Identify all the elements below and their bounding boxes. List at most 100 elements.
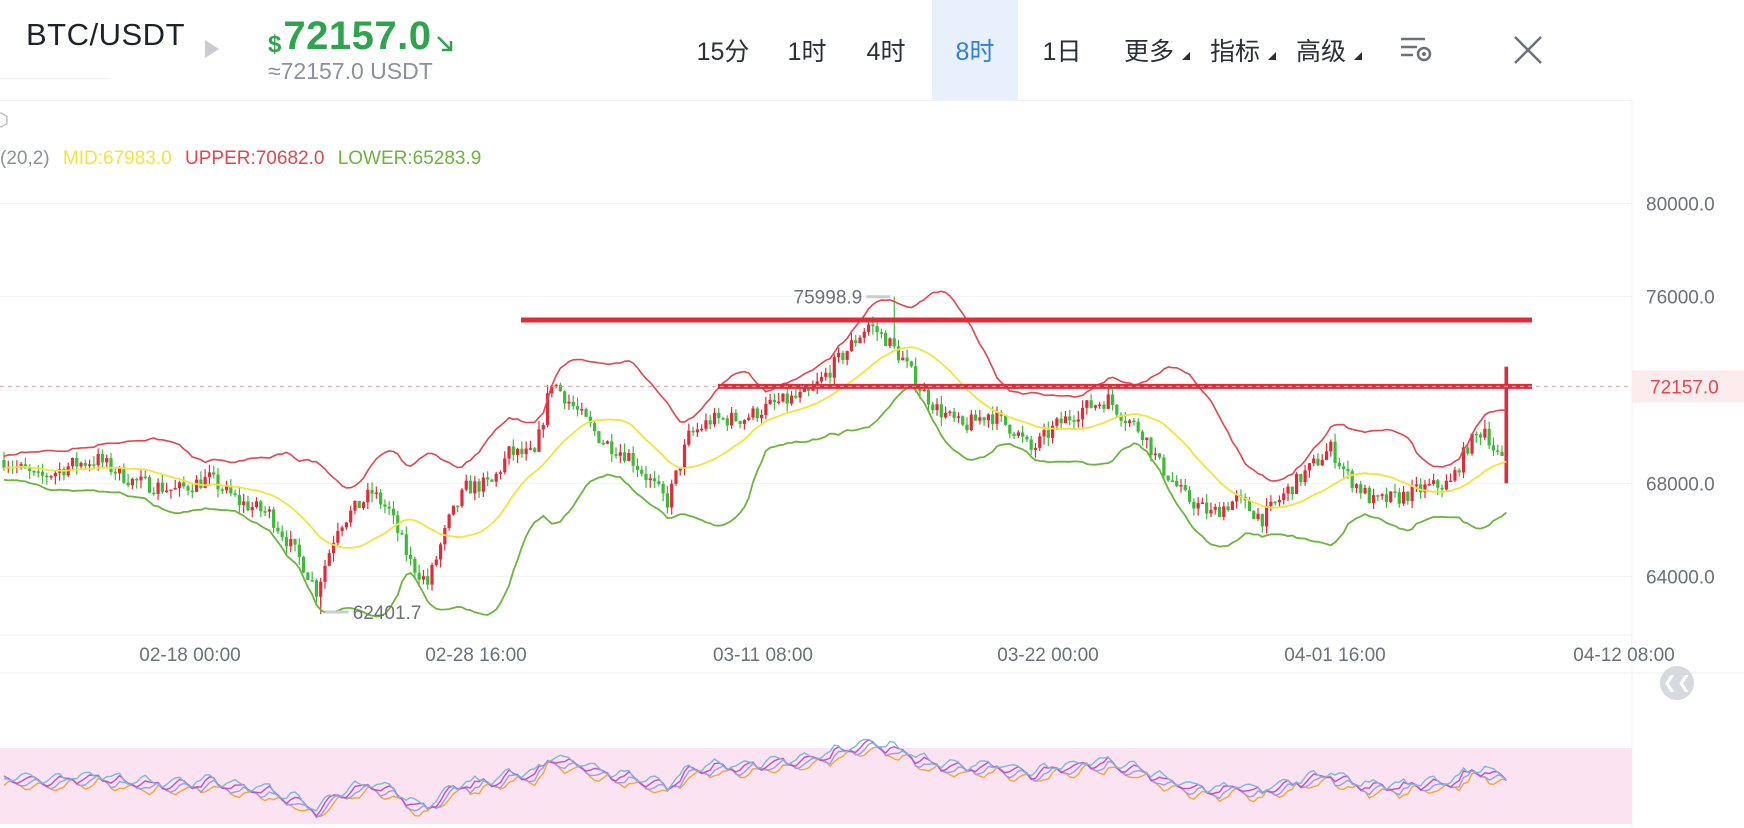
candle — [1149, 437, 1153, 456]
candle — [704, 420, 708, 429]
candle — [6, 467, 10, 469]
candle — [451, 505, 455, 515]
candle — [1294, 473, 1299, 494]
oscillator-line — [3, 738, 1507, 812]
candle — [661, 483, 665, 494]
bb-mid-line — [3, 346, 1507, 549]
candle — [1256, 513, 1260, 519]
caret-icon — [1268, 52, 1276, 60]
trading-pair[interactable]: BTC/USDT — [26, 17, 185, 52]
candle — [841, 352, 845, 360]
chart-header: BTC/USDT $ 72157.0 ≈72157.0 USDT 15分 1时 … — [0, 0, 1744, 100]
candle — [233, 493, 237, 495]
tab-15m[interactable]: 15分 — [696, 38, 750, 66]
candle — [276, 527, 280, 532]
candle — [122, 466, 126, 483]
candle — [1303, 470, 1307, 483]
candle — [477, 481, 481, 492]
candle — [956, 416, 961, 418]
candle — [430, 564, 434, 585]
x-tick-label: 04-12 08:00 — [1573, 645, 1674, 666]
candle — [297, 544, 301, 557]
candle — [1055, 418, 1059, 426]
pair-divider — [0, 78, 110, 79]
candle — [32, 470, 36, 473]
tab-1h[interactable]: 1时 — [787, 38, 827, 66]
close-icon[interactable] — [1512, 34, 1544, 66]
candle — [1187, 490, 1192, 502]
scroll-to-latest-button[interactable]: ❮❮ — [1660, 666, 1694, 700]
candle — [832, 357, 836, 378]
candle — [207, 472, 212, 478]
candle — [764, 403, 768, 415]
candle — [991, 414, 995, 424]
candle — [986, 414, 990, 421]
candle — [1063, 416, 1068, 424]
candle — [610, 441, 614, 455]
candle — [1376, 495, 1380, 497]
candle — [1123, 420, 1127, 424]
candle — [113, 471, 117, 474]
candle — [896, 346, 901, 361]
candle — [28, 468, 32, 471]
candle — [40, 471, 45, 476]
candle — [387, 506, 391, 509]
candle — [1098, 404, 1102, 407]
y-tick-label: 68000.0 — [1646, 474, 1715, 495]
caret-icon — [1182, 52, 1190, 60]
price-usdt: ≈72157.0 USDT — [268, 58, 433, 84]
candle — [862, 331, 866, 338]
candle — [310, 579, 314, 582]
y-tick-label: 64000.0 — [1646, 568, 1715, 589]
candle — [952, 411, 956, 418]
candle — [734, 412, 738, 422]
candle — [490, 479, 494, 482]
candle — [246, 501, 250, 511]
tab-1d[interactable]: 1日 — [1042, 38, 1082, 66]
candle — [1213, 506, 1217, 510]
candle — [1183, 485, 1187, 491]
bb-upper: UPPER:70682.0 — [185, 148, 325, 169]
candle — [819, 376, 824, 382]
candle — [738, 421, 742, 424]
candle — [1487, 428, 1491, 446]
tab-4h[interactable]: 4时 — [866, 38, 906, 66]
play-icon[interactable] — [205, 40, 219, 58]
candle — [785, 393, 789, 404]
candle — [143, 476, 147, 479]
candle — [302, 556, 306, 573]
tab-advanced[interactable]: 高级 — [1278, 0, 1364, 100]
candle — [678, 467, 682, 471]
candle — [1080, 407, 1085, 420]
candle — [1453, 470, 1457, 481]
candle — [1337, 462, 1341, 467]
candle — [323, 565, 327, 582]
candle — [220, 489, 224, 491]
candle — [1273, 501, 1277, 504]
candle — [588, 416, 592, 424]
candle — [66, 466, 70, 476]
candle — [1247, 500, 1252, 512]
chart-settings-icon[interactable] — [1398, 34, 1434, 64]
interval-tabs: 15分 1时 4时 8时 1日 更多 指标 高级 — [672, 0, 1364, 100]
candle — [88, 464, 92, 466]
candle — [1406, 491, 1410, 502]
tab-indicators[interactable]: 指标 — [1192, 0, 1278, 100]
candle — [417, 572, 421, 580]
candle — [1436, 480, 1440, 488]
candle — [1260, 513, 1264, 527]
candle — [1414, 484, 1418, 486]
candle — [1033, 447, 1038, 450]
oscillator-line — [3, 742, 1507, 819]
candle — [618, 452, 622, 456]
candle — [242, 501, 246, 506]
candle — [1346, 469, 1350, 472]
candle — [259, 501, 263, 512]
tab-more[interactable]: 更多 — [1106, 0, 1192, 100]
candle — [1333, 441, 1337, 463]
tab-8h[interactable]: 8时 — [932, 0, 1018, 100]
candle — [524, 448, 528, 455]
candle — [631, 453, 635, 466]
indicator-settings-icon[interactable] — [0, 112, 8, 128]
